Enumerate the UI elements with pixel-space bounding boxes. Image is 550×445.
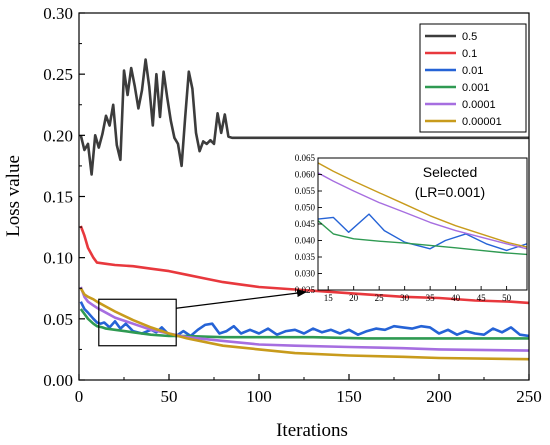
inset-x-tick-label: 35 xyxy=(426,293,436,303)
zoom-arrow xyxy=(176,289,307,309)
inset-y-tick-label: 0.065 xyxy=(295,153,316,163)
inset-series-line-0 xyxy=(318,213,527,252)
x-tick-label: 0 xyxy=(75,387,84,406)
x-tick-label: 200 xyxy=(426,387,452,406)
inset-y-tick-label: 0.040 xyxy=(295,236,316,246)
plot-layer xyxy=(79,58,529,361)
x-tick-label: 150 xyxy=(336,387,362,406)
inset-chart: 15 20 25 30 35 40 45 50 0.025 0.030 0.035 0.040 0.04… xyxy=(295,153,528,303)
x-tick-label: 250 xyxy=(516,387,542,406)
inset-y-tick-label: 0.045 xyxy=(295,219,316,229)
inset-series-line-1 xyxy=(318,220,527,256)
inset-x-tick-label: 25 xyxy=(375,293,385,303)
y-tick-label: 0.10 xyxy=(43,249,73,268)
legend-label-4: 0.0001 xyxy=(462,99,496,111)
series-line-0 xyxy=(79,58,529,176)
inset-x-tick-label: 20 xyxy=(349,293,359,303)
y-tick-label: 0.15 xyxy=(43,188,73,207)
inset-y-tick-label: 0.060 xyxy=(295,170,316,180)
series-line-2 xyxy=(79,301,529,338)
inset-y-tick-label: 0.025 xyxy=(295,285,316,295)
legend-label-5: 0.00001 xyxy=(462,116,502,128)
series-line-5 xyxy=(79,287,529,361)
zoom-layer xyxy=(98,289,307,347)
inset-y-tick-label: 0.050 xyxy=(295,203,316,213)
inset-x-tick-label: 45 xyxy=(477,293,487,303)
y-tick-label: 0.25 xyxy=(43,65,73,84)
y-axis-title: Loss value xyxy=(3,155,24,237)
y-tick-label: 0.30 xyxy=(43,4,73,23)
legend: 0.5 0.1 0.01 0.001 0.0001 0.00001 xyxy=(419,23,527,133)
y-tick-label: 0.00 xyxy=(43,371,73,390)
series-line-4 xyxy=(79,286,529,352)
inset-lines xyxy=(318,162,527,256)
inset-x-tick-label: 40 xyxy=(451,293,461,303)
inset-x-tick-label: 15 xyxy=(324,293,334,303)
inset-x-tick-label: 50 xyxy=(502,293,512,303)
inset-y-tick-label: 0.055 xyxy=(295,186,316,196)
axes-layer: 0 50 100 150 200 250 0.00 0.05 0.10 0.15 0.20 0.25 0… xyxy=(43,4,542,406)
x-axis-title: Iterations xyxy=(276,420,348,441)
inset-annotation-lr: (LR=0.001) xyxy=(415,184,485,200)
y-tick-label: 0.05 xyxy=(43,310,73,329)
series-line-1 xyxy=(79,225,529,305)
legend-box xyxy=(419,23,527,133)
series-line-3 xyxy=(79,308,529,340)
x-tick-label: 50 xyxy=(161,387,178,406)
legend-label-3: 0.001 xyxy=(462,82,490,94)
zoom-box xyxy=(98,298,177,347)
inset-x-tick-label: 30 xyxy=(400,293,410,303)
inset-annotation-title: Selected xyxy=(423,164,477,180)
y-tick-label: 0.20 xyxy=(43,126,73,145)
x-tick-label: 100 xyxy=(246,387,272,406)
inset-y-tick-label: 0.030 xyxy=(295,269,316,279)
inset-series-line-3 xyxy=(318,162,527,248)
inset-y-tick-label: 0.035 xyxy=(295,252,316,262)
legend-label-1: 0.1 xyxy=(462,48,477,60)
legend-label-0: 0.5 xyxy=(462,31,477,43)
legend-label-2: 0.01 xyxy=(462,65,483,77)
inset-series-line-2 xyxy=(318,172,527,250)
